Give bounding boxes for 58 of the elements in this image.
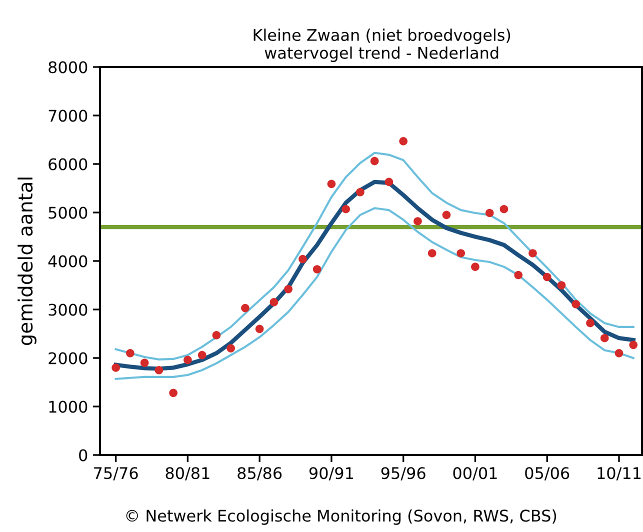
- point: [169, 388, 178, 398]
- y-tick-label: 2000: [48, 352, 88, 364]
- y-tick-label: 0: [79, 449, 88, 462]
- point: [342, 204, 350, 214]
- point: [428, 249, 436, 258]
- x-tick-label: 05/06: [525, 467, 570, 480]
- point: [471, 262, 480, 271]
- point: [126, 348, 134, 358]
- y-tick-label: 3000: [48, 304, 88, 316]
- point: [557, 281, 566, 290]
- point: [414, 217, 422, 226]
- line-series: [114, 207, 634, 380]
- point: [112, 364, 120, 372]
- point: [572, 300, 580, 308]
- point: [312, 265, 322, 274]
- point: [629, 340, 638, 350]
- y-tick-label: 6000: [48, 158, 88, 170]
- y-tick-label: 5000: [48, 206, 88, 219]
- point: [600, 334, 609, 342]
- x-tick-label: 85/86: [238, 467, 282, 480]
- point: [442, 210, 451, 220]
- y-tick-label: 1000: [49, 400, 88, 413]
- point: [370, 156, 379, 166]
- point: [270, 298, 278, 306]
- y-axis-title: gemiddeld aantal: [18, 178, 36, 346]
- x-tick-label: 75/76: [94, 467, 138, 480]
- point: [500, 204, 508, 214]
- point: [384, 178, 394, 186]
- point: [542, 272, 552, 282]
- point: [327, 180, 336, 188]
- point: [485, 208, 494, 218]
- x-tick-label: 10/11: [598, 467, 641, 480]
- point: [154, 366, 164, 374]
- point: [212, 331, 221, 340]
- point: [399, 137, 408, 146]
- y-tick-label: 4000: [48, 255, 88, 268]
- x-tick-label: 95/96: [381, 467, 426, 480]
- point: [614, 348, 624, 358]
- y-tick-label: 8000: [48, 61, 88, 74]
- point: [241, 304, 250, 312]
- x-tick-label: 90/91: [309, 467, 354, 480]
- x-tick-label: 80/81: [166, 467, 210, 480]
- point: [528, 249, 537, 258]
- point: [198, 350, 206, 360]
- point: [298, 254, 307, 264]
- point: [255, 324, 264, 334]
- point: [226, 344, 235, 352]
- text: © Netwerk Ecologische Monitoring (Sovon, RWS, CBS): [126, 509, 556, 525]
- point: [456, 249, 466, 258]
- point: [586, 318, 594, 328]
- point: [140, 358, 149, 368]
- chart-title: Kleine Zwaan (niet broedvogels) watervogel trend - Nederland: [254, 28, 510, 62]
- point: [356, 188, 364, 196]
- x-tick-label: 00/01: [453, 467, 497, 480]
- point: [514, 270, 523, 280]
- y-tick-label: 7000: [48, 110, 88, 122]
- point: [284, 284, 292, 294]
- point: [184, 356, 192, 364]
